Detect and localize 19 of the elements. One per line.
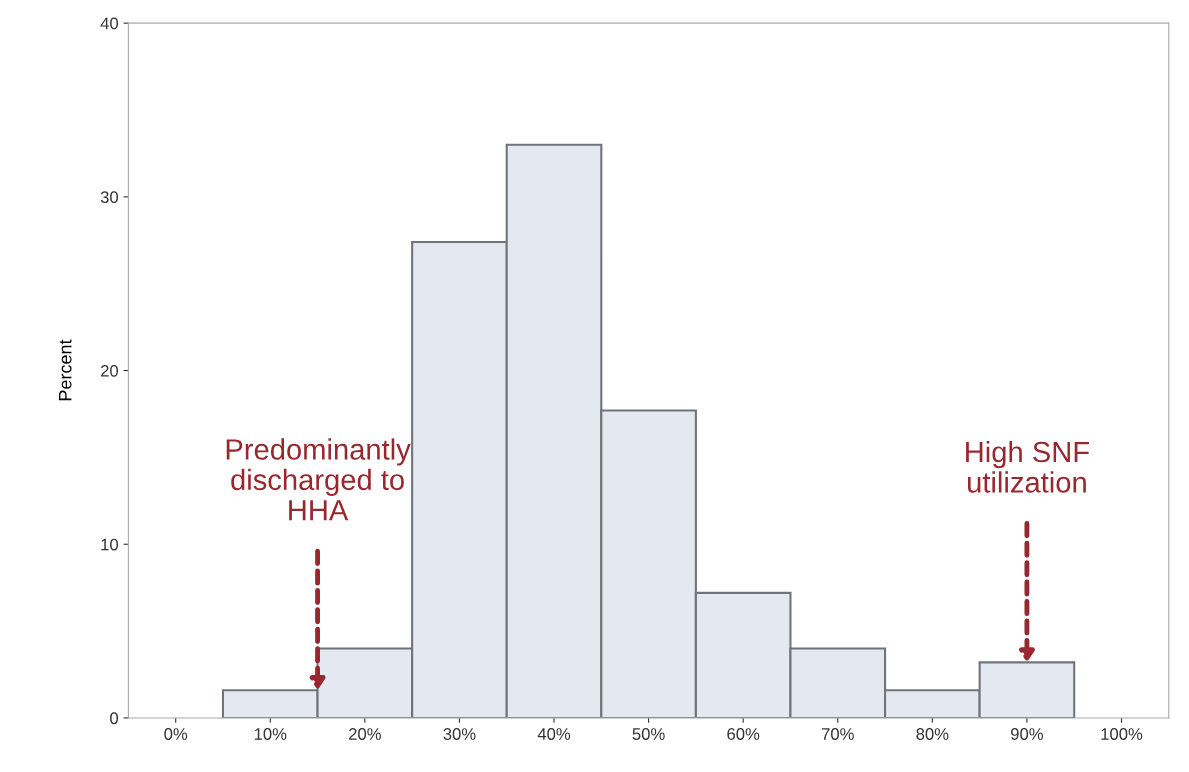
y-axis-title: Percent: [58, 339, 72, 401]
y-tick-label: 30: [100, 191, 119, 204]
y-tick-label: 0: [110, 712, 119, 725]
annotation: Predominantly discharged to HHA: [226, 438, 411, 521]
x-tick-label: 50%: [632, 728, 665, 740]
annotation: High SNF utilization: [966, 440, 1089, 493]
x-tick-label: 90%: [1011, 728, 1043, 740]
y-tick-label: 10: [101, 538, 119, 551]
x-tick-label: 40%: [537, 728, 571, 740]
x-tick-label: 0%: [164, 728, 188, 740]
x-tick-label: 10%: [254, 728, 287, 740]
x-tick-label: 100%: [1101, 728, 1143, 740]
y-tick-label: 20: [100, 364, 119, 377]
x-tick-label: 80%: [916, 728, 949, 740]
x-tick-label: 60%: [727, 728, 760, 740]
x-tick-label: 70%: [821, 728, 854, 740]
y-tick-label: 40: [100, 17, 119, 30]
x-tick-label: 30%: [443, 728, 476, 740]
x-tick-label: 20%: [349, 728, 381, 740]
